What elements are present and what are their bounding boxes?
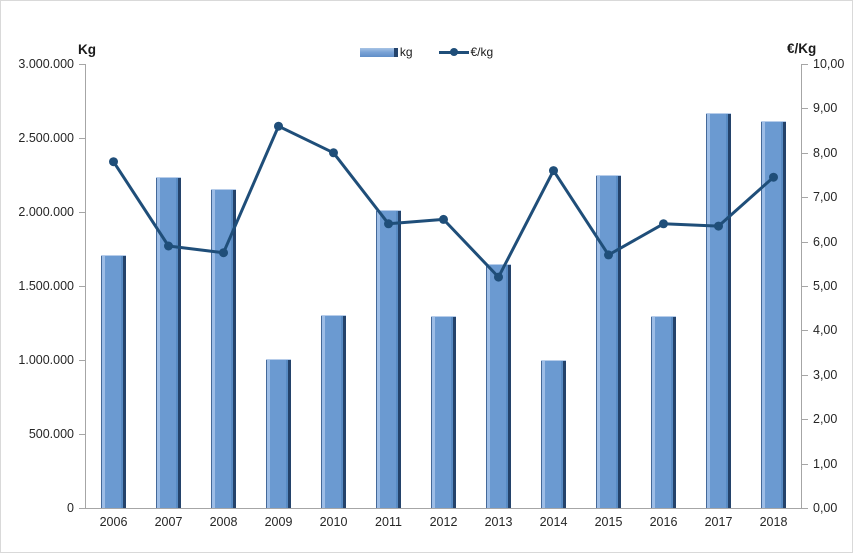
right-axis-tick-label: 10,00 <box>813 57 845 71</box>
left-axis-tick-label: 500.000 <box>28 427 74 441</box>
price-line <box>112 124 775 279</box>
right-axis-tick-label: 6,00 <box>813 234 838 249</box>
price-line-layer <box>109 121 778 282</box>
right-axis-tick-label: 8,00 <box>813 145 838 160</box>
right-axis-tick <box>802 64 808 65</box>
line-marker-2007 <box>164 241 173 251</box>
left-axis-tick-label: 2.000.000 <box>18 205 74 219</box>
left-axis-tick <box>79 138 85 139</box>
x-axis-label-2017: 2017 <box>704 515 733 529</box>
right-axis-tick <box>802 330 808 332</box>
line-marker-2017 <box>714 221 723 231</box>
left-axis-tick <box>79 286 85 287</box>
right-axis-tick-label: 4,00 <box>813 323 838 338</box>
left-axis-tick <box>79 508 85 509</box>
bar-2011 <box>376 209 401 508</box>
right-axis-tick <box>802 286 808 287</box>
bar-2012 <box>431 316 456 508</box>
x-axis-label-2018: 2018 <box>759 515 788 529</box>
x-axis-label-2016: 2016 <box>649 515 678 529</box>
legend-item-eur-per-kg: €/kg <box>438 45 494 59</box>
right-axis-tick <box>802 419 808 421</box>
bar-2010 <box>321 314 346 508</box>
right-axis-tick <box>802 463 808 465</box>
line-marker-2016 <box>659 219 668 229</box>
bar-2014 <box>541 360 566 508</box>
x-axis-label-2012: 2012 <box>429 515 458 529</box>
right-axis-tick <box>802 152 808 154</box>
line-marker-2014 <box>549 166 558 176</box>
right-axis-tick-label: 0,00 <box>813 501 838 515</box>
bar-2008 <box>211 188 236 508</box>
line-marker-2006 <box>109 157 118 167</box>
right-axis-tick <box>802 108 808 110</box>
line-marker-2009 <box>274 121 283 131</box>
x-axis-label-2009: 2009 <box>264 515 293 529</box>
x-axis-label-2014: 2014 <box>539 515 568 529</box>
right-axis-tick <box>802 508 808 509</box>
x-axis-label-2006: 2006 <box>99 515 128 529</box>
line-marker-2012 <box>439 214 448 224</box>
bar-2013 <box>486 264 511 508</box>
left-axis-tick-label: 2.500.000 <box>18 131 74 145</box>
x-axis-label-2013: 2013 <box>484 515 513 529</box>
line-marker-2008 <box>219 248 228 258</box>
line-marker-2015 <box>604 250 613 260</box>
bar-swatch-icon <box>359 47 398 57</box>
legend-label-kg: kg <box>399 45 413 59</box>
right-axis-tick <box>802 374 808 376</box>
right-axis-tick-label: 5,00 <box>813 279 838 293</box>
x-axis-label-2007: 2007 <box>154 515 183 529</box>
left-axis-tick <box>79 434 85 435</box>
plot-area: 3.000.000 2.500.000 2.000.000 1.500.000 1.00… <box>18 57 844 529</box>
line-marker-2011 <box>384 219 393 229</box>
left-axis-tick <box>79 64 85 65</box>
bar-2017 <box>706 113 731 508</box>
bar-2006 <box>101 255 126 508</box>
left-axis-tick-label: 0 <box>67 501 74 515</box>
bar-2009 <box>266 359 291 508</box>
right-axis-tick <box>802 197 808 199</box>
line-swatch-icon <box>438 47 469 57</box>
right-axis-tick <box>802 241 808 243</box>
right-axis-tick-label: 9,00 <box>813 101 838 116</box>
x-axis-label-2011: 2011 <box>375 515 402 529</box>
left-axis-tick <box>79 360 85 361</box>
left-axis-tick-label: 1.500.000 <box>18 279 74 293</box>
line-marker-2013 <box>494 272 503 282</box>
legend: kg €/kg <box>1 45 852 59</box>
left-axis-tick-label: 1.000.000 <box>18 353 74 367</box>
x-axis-label-2015: 2015 <box>594 515 623 529</box>
x-axis-label-2010: 2010 <box>319 515 348 529</box>
right-axis-tick-label: 2,00 <box>813 412 838 427</box>
legend-item-kg: kg <box>359 45 413 59</box>
right-axis-title: €/Kg <box>787 41 817 56</box>
right-axis-tick-label: 3,00 <box>813 367 838 382</box>
bar-2015 <box>596 175 621 508</box>
left-axis-tick <box>79 212 85 213</box>
line-marker-2010 <box>329 148 338 158</box>
right-axis-tick-label: 7,00 <box>813 190 838 205</box>
bar-2016 <box>651 316 676 508</box>
right-axis-tick-label: 1,00 <box>813 456 838 471</box>
left-axis-title: Kg <box>78 42 96 57</box>
legend-label-eur-per-kg: €/kg <box>470 45 494 59</box>
line-marker-2018 <box>769 172 778 182</box>
x-axis-label-2008: 2008 <box>209 515 238 529</box>
left-axis-tick-label: 3.000.000 <box>18 57 74 71</box>
